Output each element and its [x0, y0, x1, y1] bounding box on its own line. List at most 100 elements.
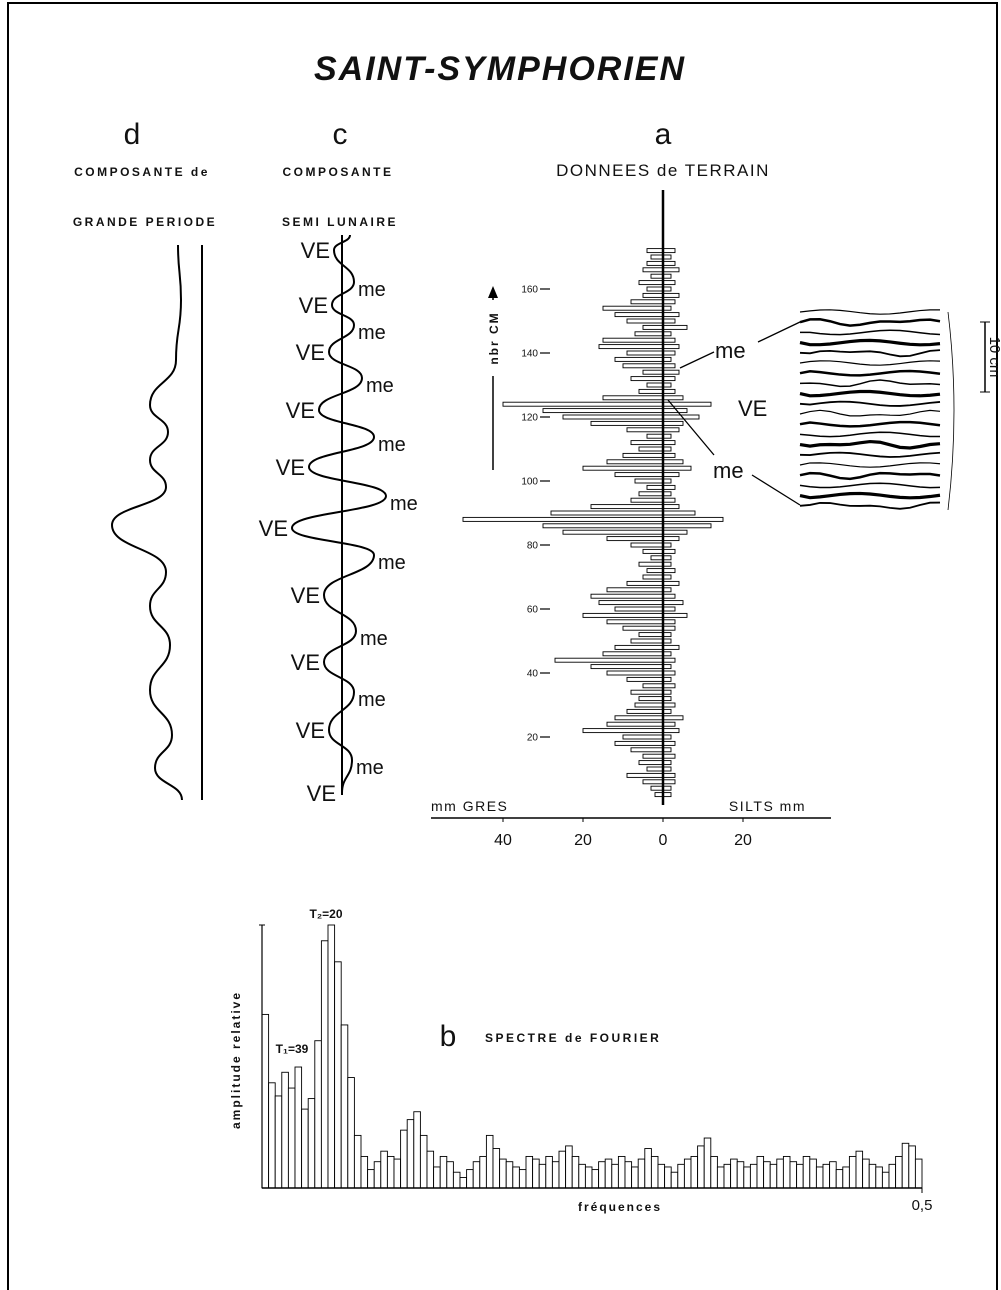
- bar: [663, 505, 679, 509]
- panel-letter: c: [333, 118, 348, 151]
- cycle-label: VE: [299, 293, 328, 318]
- bar: [615, 607, 663, 611]
- bar: [882, 1172, 889, 1188]
- bar: [635, 703, 663, 707]
- bar: [663, 389, 675, 393]
- bar: [639, 389, 663, 393]
- bar: [647, 434, 663, 438]
- lamina: [800, 361, 940, 365]
- bar: [631, 377, 663, 381]
- bar: [453, 1172, 460, 1188]
- scale-label: 10 cm: [986, 337, 1001, 378]
- bar: [651, 255, 663, 259]
- panel-letter: d: [124, 118, 141, 151]
- bar: [902, 1143, 909, 1188]
- bar: [631, 639, 663, 643]
- bar: [663, 421, 683, 425]
- caption: SEMI LUNAIRE: [282, 215, 398, 229]
- bar: [663, 325, 687, 329]
- bar: [651, 1156, 658, 1188]
- bar: [361, 1156, 368, 1188]
- bar: [790, 1162, 797, 1188]
- bar: [663, 249, 675, 253]
- lamina: [800, 453, 940, 457]
- bar: [480, 1156, 487, 1188]
- bar: [627, 709, 663, 713]
- bar: [526, 1156, 533, 1188]
- panel-title: DONNEES de TERRAIN: [556, 161, 770, 180]
- bar: [627, 319, 663, 323]
- bar: [663, 671, 675, 675]
- bar: [663, 351, 675, 355]
- cycle-label: VE: [296, 718, 325, 743]
- cycle-label: VE: [296, 340, 325, 365]
- bar: [447, 1162, 454, 1188]
- bar: [591, 594, 663, 598]
- bar: [663, 396, 683, 400]
- leader-line: [758, 322, 800, 342]
- lamina: [800, 422, 940, 426]
- bar: [663, 773, 675, 777]
- bar: [663, 460, 683, 464]
- bar: [678, 1164, 685, 1188]
- bar: [341, 1025, 348, 1188]
- bar: [663, 645, 679, 649]
- bar: [623, 626, 663, 630]
- lamina: [800, 493, 940, 497]
- bar: [816, 1167, 823, 1188]
- bar: [500, 1159, 507, 1188]
- bar: [643, 268, 663, 272]
- bar: [663, 530, 687, 534]
- bar: [463, 517, 663, 521]
- bar: [467, 1170, 474, 1188]
- bar: [647, 287, 663, 291]
- bar: [717, 1167, 724, 1188]
- bar: [663, 549, 675, 553]
- bar: [427, 1151, 434, 1188]
- bar: [810, 1159, 817, 1188]
- bar: [643, 575, 663, 579]
- bar: [698, 1146, 705, 1188]
- cycle-label: me: [358, 322, 386, 344]
- cycle-label: me: [356, 757, 384, 779]
- bar: [643, 780, 663, 784]
- lamina: [800, 310, 940, 314]
- bar: [552, 1162, 559, 1188]
- bar: [684, 1159, 691, 1188]
- bar: [282, 1072, 289, 1188]
- bar: [663, 485, 675, 489]
- cycle-label: me: [360, 628, 388, 650]
- bar: [615, 716, 663, 720]
- bar: [566, 1146, 573, 1188]
- bar: [354, 1135, 361, 1188]
- bar: [658, 1164, 665, 1188]
- bar: [615, 357, 663, 361]
- bar: [599, 1162, 606, 1188]
- bar: [777, 1159, 784, 1188]
- annotation: VE: [738, 396, 767, 421]
- bar: [651, 556, 663, 560]
- bar: [381, 1151, 388, 1188]
- bar: [663, 441, 675, 445]
- leader-line: [680, 352, 714, 368]
- bar: [663, 466, 691, 470]
- bar: [591, 505, 663, 509]
- cycle-label: me: [358, 279, 386, 301]
- cycle-label: VE: [291, 583, 320, 608]
- bar: [663, 511, 695, 515]
- bar: [625, 1162, 632, 1188]
- lamina: [800, 432, 940, 436]
- bar: [663, 626, 675, 630]
- bar: [295, 1067, 302, 1188]
- bar: [643, 549, 663, 553]
- bar: [647, 249, 663, 253]
- bar: [645, 1149, 652, 1188]
- bar: [551, 511, 663, 515]
- title: SAINT-SYMPHORIEN: [314, 50, 686, 88]
- bar: [627, 773, 663, 777]
- bar: [663, 268, 679, 272]
- bar: [663, 300, 675, 304]
- caption: GRANDE PERIODE: [73, 215, 217, 229]
- bar: [618, 1156, 625, 1188]
- bar: [663, 729, 679, 733]
